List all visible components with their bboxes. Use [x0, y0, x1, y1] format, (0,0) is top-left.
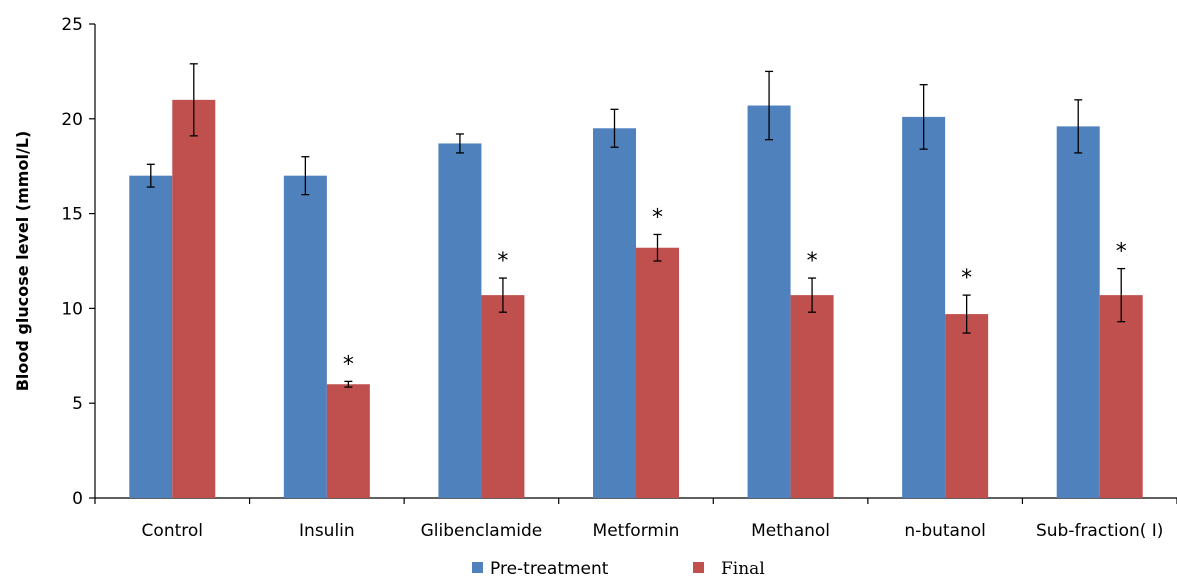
bar	[283, 175, 327, 498]
bar	[326, 384, 370, 498]
y-tick-label: 15	[61, 205, 83, 225]
y-axis-label: Blood glucose level (mmol/L)	[13, 131, 32, 392]
bar	[636, 247, 679, 498]
category-label: Insulin	[299, 521, 355, 541]
bar	[172, 99, 216, 498]
category-label: Control	[142, 521, 203, 541]
y-tick-label: 10	[61, 299, 83, 319]
bar	[481, 295, 525, 498]
significance-marker: *	[652, 205, 663, 230]
bar	[747, 105, 791, 498]
legend: Pre-treatment Final	[472, 559, 765, 578]
bar	[790, 295, 834, 498]
legend-swatch	[472, 562, 483, 573]
category-label: Sub-fraction( I)	[1036, 521, 1163, 541]
bar	[438, 143, 482, 498]
bar	[902, 116, 946, 499]
category-label: n-butanol	[904, 521, 985, 541]
axes: 0 5 10 15 20 25 Blood glucose level (mmol/L) Co…	[13, 15, 1177, 541]
bars: * * * * * *	[129, 63, 1143, 499]
category-label: Methanol	[751, 521, 830, 541]
significance-marker: *	[497, 249, 508, 274]
y-tick-label: 0	[72, 489, 83, 509]
significance-marker: *	[343, 352, 354, 377]
legend-label: Pre-treatment	[490, 559, 609, 578]
significance-marker: *	[961, 266, 972, 291]
y-tick-label: 5	[72, 394, 83, 414]
legend-label: Final	[721, 559, 765, 578]
bar	[1099, 295, 1143, 498]
bar	[1056, 126, 1100, 498]
bar	[593, 128, 636, 498]
category-label: Metformin	[593, 521, 680, 541]
significance-marker: *	[1116, 240, 1127, 265]
bar	[129, 175, 173, 498]
significance-marker: *	[807, 249, 818, 274]
category-label: Glibenclamide	[421, 521, 543, 541]
y-tick-label: 20	[61, 110, 83, 130]
y-tick-label: 25	[61, 15, 83, 35]
legend-swatch	[693, 562, 704, 573]
bar	[945, 314, 989, 498]
